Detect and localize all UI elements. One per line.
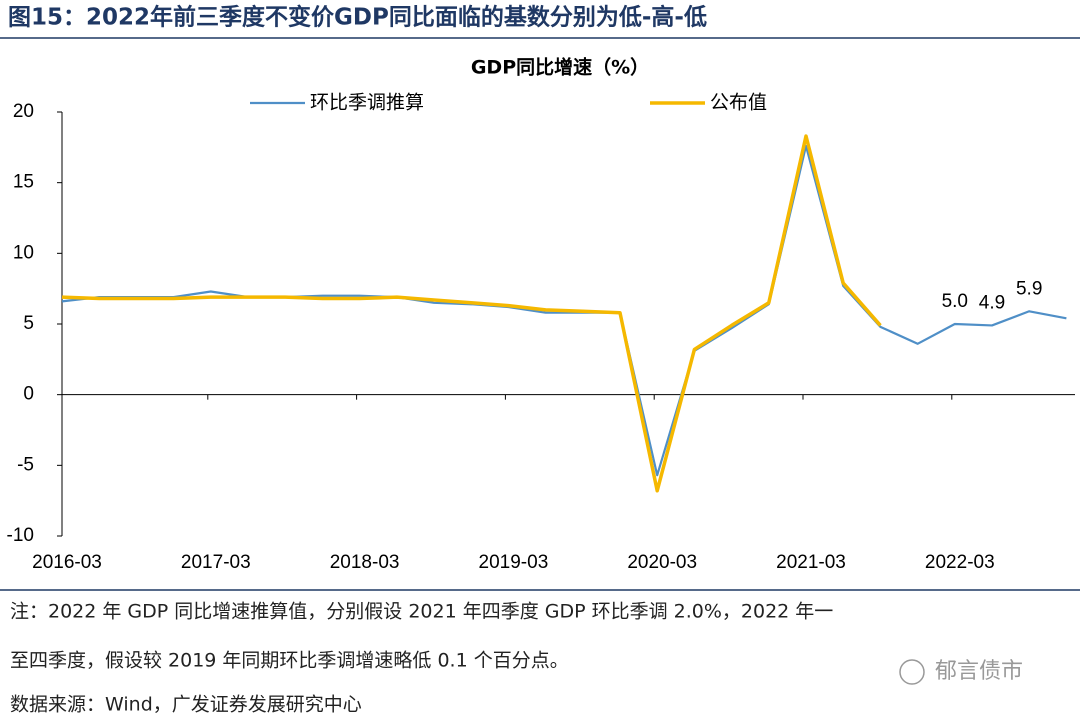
note: 数据来源：Wind，广发证券发展研究中心 xyxy=(10,694,362,716)
legend-label: 公布值 xyxy=(710,92,767,114)
series-line xyxy=(61,134,882,493)
data-label: 5.0 xyxy=(942,291,968,312)
x-tick-label: 2021-03 xyxy=(776,552,846,573)
figure-title: 图15：2022年前三季度不变价GDP同比面临的基数分别为低-高-低 xyxy=(8,4,707,31)
watermark-icon xyxy=(899,659,925,685)
y-tick-label: 10 xyxy=(13,242,34,263)
y-tick-label: -10 xyxy=(7,525,34,546)
y-tick-label: 5 xyxy=(23,313,34,334)
chart-title: GDP同比增速（%） xyxy=(471,56,649,79)
note: 注：2022 年 GDP 同比增速推算值，分别假设 2021 年四季度 GDP … xyxy=(10,601,833,623)
x-tick-label: 2017-03 xyxy=(181,552,251,573)
watermark: 郁言债市 xyxy=(935,659,1023,684)
x-tick-label: 2022-03 xyxy=(925,552,995,573)
y-tick-label: 0 xyxy=(23,384,34,405)
y-tick-label: 20 xyxy=(13,101,34,122)
x-tick-label: 2018-03 xyxy=(330,552,400,573)
y-tick-label: -5 xyxy=(17,454,34,475)
x-tick-label: 2016-03 xyxy=(32,552,102,573)
legend-label: 环比季调推算 xyxy=(310,92,424,114)
y-tick-label: 15 xyxy=(13,172,34,193)
series-line xyxy=(61,144,1067,477)
data-label: 4.9 xyxy=(979,292,1005,313)
note: 至四季度，假设较 2019 年同期环比季调增速略低 0.1 个百分点。 xyxy=(10,650,569,672)
x-tick-label: 2020-03 xyxy=(627,552,697,573)
data-label: 5.9 xyxy=(1016,278,1042,299)
x-tick-label: 2019-03 xyxy=(479,552,549,573)
